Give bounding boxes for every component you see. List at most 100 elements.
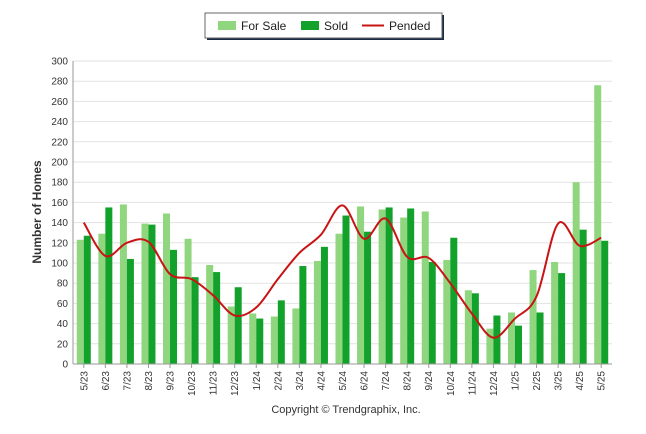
bar-sold bbox=[213, 272, 221, 364]
legend-label-sold: Sold bbox=[324, 19, 348, 33]
x-tick-label: 9/23 bbox=[166, 371, 177, 391]
axes bbox=[72, 61, 612, 368]
x-tick-label: 3/25 bbox=[554, 371, 565, 391]
bar-sold bbox=[126, 258, 134, 364]
legend-item-for-sale: For Sale bbox=[218, 19, 287, 33]
bar-sold bbox=[601, 240, 609, 364]
x-tick-label: 6/23 bbox=[101, 371, 112, 391]
bar-for-sale bbox=[507, 312, 515, 364]
bar-sold bbox=[148, 224, 156, 364]
bar-sold bbox=[299, 266, 307, 364]
bar-for-sale bbox=[98, 233, 106, 364]
y-tick-label: 40 bbox=[57, 319, 69, 330]
y-tick-label: 180 bbox=[51, 178, 68, 189]
bar-for-sale bbox=[421, 211, 429, 364]
x-tick-labels: 5/23 6/23 7/23 8/23 9/23 10/23 11/23 12/23 1/24 2… bbox=[79, 371, 607, 396]
bar-for-sale bbox=[594, 85, 602, 365]
bar-sold bbox=[558, 273, 566, 364]
bar-sold bbox=[234, 287, 242, 364]
x-tick-label: 5/24 bbox=[338, 371, 349, 391]
x-tick-label: 7/24 bbox=[381, 371, 392, 391]
x-tick-label: 11/24 bbox=[467, 371, 478, 396]
bar-sold bbox=[493, 315, 501, 364]
bar-sold bbox=[471, 293, 479, 364]
pended-line bbox=[82, 204, 602, 339]
x-tick-label: 3/24 bbox=[295, 371, 306, 391]
bar-for-sale bbox=[551, 261, 559, 364]
legend-item-sold: Sold bbox=[301, 19, 348, 33]
bar-sold bbox=[450, 237, 458, 364]
bar-for-sale bbox=[206, 265, 214, 364]
legend-label-for-sale: For Sale bbox=[241, 19, 287, 33]
bar-sold bbox=[342, 215, 350, 364]
bar-sold bbox=[579, 229, 587, 364]
bar-for-sale bbox=[270, 316, 278, 364]
y-tick-label: 80 bbox=[57, 279, 69, 290]
bar-for-sale bbox=[400, 217, 408, 364]
x-tick-label: 1/25 bbox=[510, 371, 521, 391]
y-tick-label: 240 bbox=[51, 117, 68, 128]
x-tick-label: 10/23 bbox=[187, 371, 198, 396]
legend-swatch-for-sale bbox=[218, 21, 236, 30]
x-tick-label: 12/24 bbox=[489, 371, 500, 396]
bar-for-sale bbox=[119, 204, 127, 364]
bar-sold bbox=[536, 312, 544, 364]
legend-label-pended: Pended bbox=[389, 19, 430, 33]
y-tick-label: 140 bbox=[51, 218, 68, 229]
x-tick-label: 9/24 bbox=[424, 371, 435, 391]
bar-for-sale bbox=[249, 313, 257, 364]
bar-for-sale bbox=[572, 182, 580, 364]
y-tick-label: 160 bbox=[51, 198, 68, 209]
bar-sold bbox=[407, 208, 415, 364]
legend-box bbox=[204, 12, 443, 39]
bar-sold bbox=[320, 246, 328, 364]
x-tick-label: 8/24 bbox=[403, 371, 414, 391]
bar-for-sale bbox=[443, 259, 451, 364]
bar-for-sale bbox=[163, 213, 171, 364]
x-tick-label: 8/23 bbox=[144, 371, 155, 391]
bar-for-sale bbox=[335, 233, 343, 364]
bar-for-sale bbox=[357, 206, 365, 364]
bar-sold bbox=[170, 249, 178, 364]
y-tick-label: 120 bbox=[51, 238, 68, 249]
legend: For Sale Sold Pended bbox=[204, 12, 444, 40]
x-tick-label: 2/25 bbox=[532, 371, 543, 391]
y-tick-label: 300 bbox=[51, 57, 68, 68]
y-axis-title: Number of Homes bbox=[30, 160, 44, 264]
y-tick-label: 0 bbox=[62, 360, 68, 371]
bar-sold bbox=[428, 261, 436, 364]
y-tick-label: 200 bbox=[51, 158, 68, 169]
pended-line-layer bbox=[82, 204, 602, 339]
bar-sold bbox=[514, 325, 522, 364]
bars bbox=[76, 85, 609, 365]
x-tick-label: 4/25 bbox=[575, 371, 586, 391]
legend-item-pended: Pended bbox=[362, 19, 430, 33]
bar-sold bbox=[191, 277, 199, 364]
bar-for-sale bbox=[184, 238, 192, 364]
x-tick-label: 2/24 bbox=[273, 371, 284, 391]
x-tick-label: 12/23 bbox=[230, 371, 241, 396]
x-tick-label: 7/23 bbox=[122, 371, 133, 391]
x-tick-label: 4/24 bbox=[316, 371, 327, 391]
bar-sold bbox=[105, 207, 113, 364]
bar-for-sale bbox=[292, 308, 300, 364]
bar-sold bbox=[83, 235, 91, 364]
bar-for-sale bbox=[141, 223, 149, 364]
y-tick-label: 220 bbox=[51, 137, 68, 148]
x-tick-label: 5/25 bbox=[597, 371, 608, 391]
bar-for-sale bbox=[227, 306, 235, 364]
x-tick-label: 1/24 bbox=[252, 371, 263, 391]
y-tick-label: 100 bbox=[51, 259, 68, 270]
legend-swatch-sold bbox=[301, 21, 319, 30]
y-tick-labels: 0 20 40 60 80 100 120 140 160 180 200 220 240 260 280 3… bbox=[51, 57, 68, 371]
bar-for-sale bbox=[464, 290, 472, 364]
x-tick-label: 11/23 bbox=[209, 371, 220, 396]
bar-for-sale bbox=[378, 209, 386, 364]
bar-for-sale bbox=[313, 260, 321, 364]
bar-for-sale bbox=[486, 328, 494, 364]
x-tick-label: 10/24 bbox=[446, 371, 457, 396]
y-tick-label: 20 bbox=[57, 339, 69, 350]
